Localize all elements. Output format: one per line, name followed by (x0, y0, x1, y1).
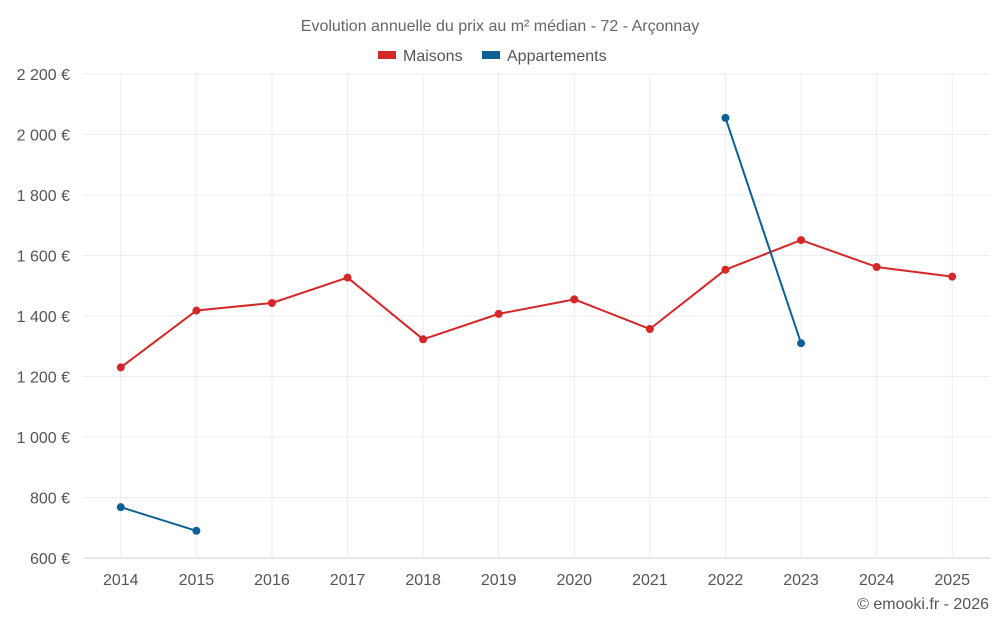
data-point-maisons-2018[interactable] (419, 335, 428, 344)
data-point-appartements-2022[interactable] (721, 113, 730, 122)
data-point-maisons-2025[interactable] (948, 272, 957, 281)
y-tick-label: 1 400 € (17, 309, 70, 326)
y-tick-label: 1 000 € (17, 430, 70, 447)
data-point-maisons-2016[interactable] (267, 298, 276, 307)
legend-item-maisons[interactable]: Maisons (378, 48, 463, 65)
data-point-maisons-2024[interactable] (872, 262, 881, 271)
legend-label: Maisons (403, 48, 463, 65)
x-tick-label: 2025 (934, 572, 970, 589)
y-tick-label: 1 800 € (17, 188, 70, 205)
data-point-maisons-2020[interactable] (570, 295, 579, 304)
legend-swatch (482, 51, 500, 59)
x-tick-label: 2014 (103, 572, 139, 589)
grid-lines (83, 73, 990, 559)
y-axis: 600 € 800 € 1 000 € 1 200 € 1 400 € 1 600 € 1 … (17, 67, 70, 568)
legend-label: Appartements (507, 48, 607, 65)
series-line-maisons (120, 239, 953, 369)
data-point-appartements-2015[interactable] (192, 526, 201, 535)
y-tick-label: 2 000 € (17, 128, 70, 145)
x-tick-label: 2021 (632, 572, 668, 589)
y-tick-label: 2 200 € (17, 67, 70, 84)
data-point-appartements-2023[interactable] (797, 339, 806, 348)
data-point-maisons-2023[interactable] (797, 236, 806, 245)
legend-item-appartements[interactable]: Appartements (482, 48, 607, 65)
y-tick-label: 1 600 € (17, 249, 70, 266)
data-point-maisons-2017[interactable] (343, 273, 352, 282)
credit-text: © emooki.fr - 2026 (857, 596, 989, 613)
data-point-maisons-2014[interactable] (116, 363, 125, 372)
x-tick-label: 2024 (859, 572, 895, 589)
data-point-maisons-2019[interactable] (494, 309, 503, 318)
x-axis: 2014 2015 2016 2017 2018 2019 2020 2021 2022 2023… (103, 572, 970, 589)
legend[interactable]: Maisons Appartements (378, 48, 607, 65)
data-point-maisons-2021[interactable] (645, 325, 654, 334)
series-points (116, 113, 957, 535)
series-lines (120, 117, 953, 532)
data-point-appartements-2014[interactable] (116, 503, 125, 512)
x-tick-label: 2023 (783, 572, 819, 589)
x-tick-label: 2018 (405, 572, 441, 589)
legend-swatch (378, 51, 396, 59)
data-point-maisons-2015[interactable] (192, 306, 201, 315)
data-point-maisons-2022[interactable] (721, 265, 730, 274)
x-tick-label: 2017 (330, 572, 366, 589)
y-tick-label: 1 200 € (17, 370, 70, 387)
x-tick-label: 2016 (254, 572, 290, 589)
x-tick-label: 2015 (179, 572, 215, 589)
y-tick-label: 800 € (30, 491, 70, 508)
series-line-appartements (724, 117, 802, 344)
chart-title: Evolution annuelle du prix au m² médian … (301, 18, 699, 35)
x-tick-label: 2022 (708, 572, 744, 589)
x-tick-label: 2019 (481, 572, 517, 589)
y-tick-label: 600 € (30, 551, 70, 568)
series-line-appartements (120, 506, 197, 532)
x-tick-label: 2020 (556, 572, 592, 589)
